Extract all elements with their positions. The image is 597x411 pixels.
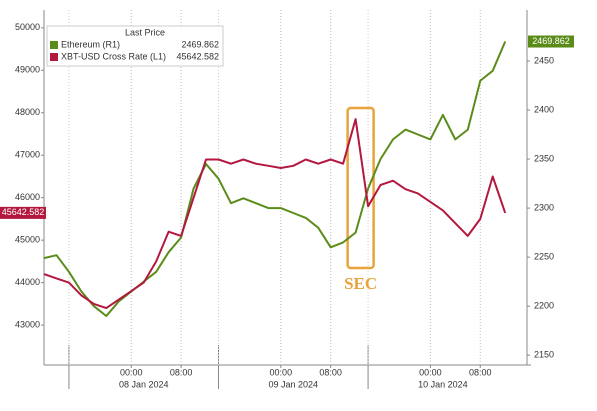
y-tick-label: 47000 [15, 150, 40, 160]
x-tick-label: 00:00 [120, 367, 143, 377]
y2-tick-label: 2200 [534, 301, 554, 311]
y-tick-label: 48000 [15, 107, 40, 117]
x-day-label: 08 Jan 2024 [119, 379, 169, 389]
y-tick-label: 46000 [15, 192, 40, 202]
y-tick-label: 50000 [15, 22, 40, 32]
y-tick-label: 43000 [15, 319, 40, 329]
legend-value: 2469.862 [181, 39, 219, 49]
y2-tick-label: 2300 [534, 202, 554, 212]
legend-box [46, 25, 224, 67]
y-tick-label: 49000 [15, 65, 40, 75]
series-line [43, 41, 507, 317]
y2-tick-label: 2450 [534, 55, 554, 65]
last-value-label: 2469.862 [532, 36, 570, 46]
y-tick-label: 44000 [15, 277, 40, 287]
x-tick-label: 08:00 [319, 367, 342, 377]
x-day-label: 10 Jan 2024 [418, 379, 468, 389]
y2-tick-label: 2250 [534, 252, 554, 262]
annotation-text: SEC [344, 274, 377, 293]
x-tick-label: 08:00 [170, 367, 193, 377]
legend-label: XBT-USD Cross Rate (L1) [61, 51, 166, 61]
legend-swatch [50, 41, 58, 49]
x-day-label: 09 Jan 2024 [269, 379, 319, 389]
annotation-box [346, 106, 375, 270]
legend-title: Last Price [125, 27, 165, 37]
x-tick-label: 00:00 [419, 367, 442, 377]
series-line [43, 118, 507, 310]
y2-tick-label: 2400 [534, 104, 554, 114]
x-tick-label: 08:00 [469, 367, 492, 377]
last-value-tag [0, 206, 46, 219]
x-tick-label: 00:00 [270, 367, 293, 377]
y2-tick-label: 2150 [534, 350, 554, 360]
last-value-tag [528, 35, 574, 48]
y2-tick-label: 2350 [534, 153, 554, 163]
legend-swatch [50, 53, 58, 61]
legend-value: 45642.582 [176, 51, 219, 61]
legend-label: Ethereum (R1) [61, 39, 120, 49]
last-value-label: 45642.582 [2, 207, 45, 217]
y-tick-label: 45000 [15, 235, 40, 245]
